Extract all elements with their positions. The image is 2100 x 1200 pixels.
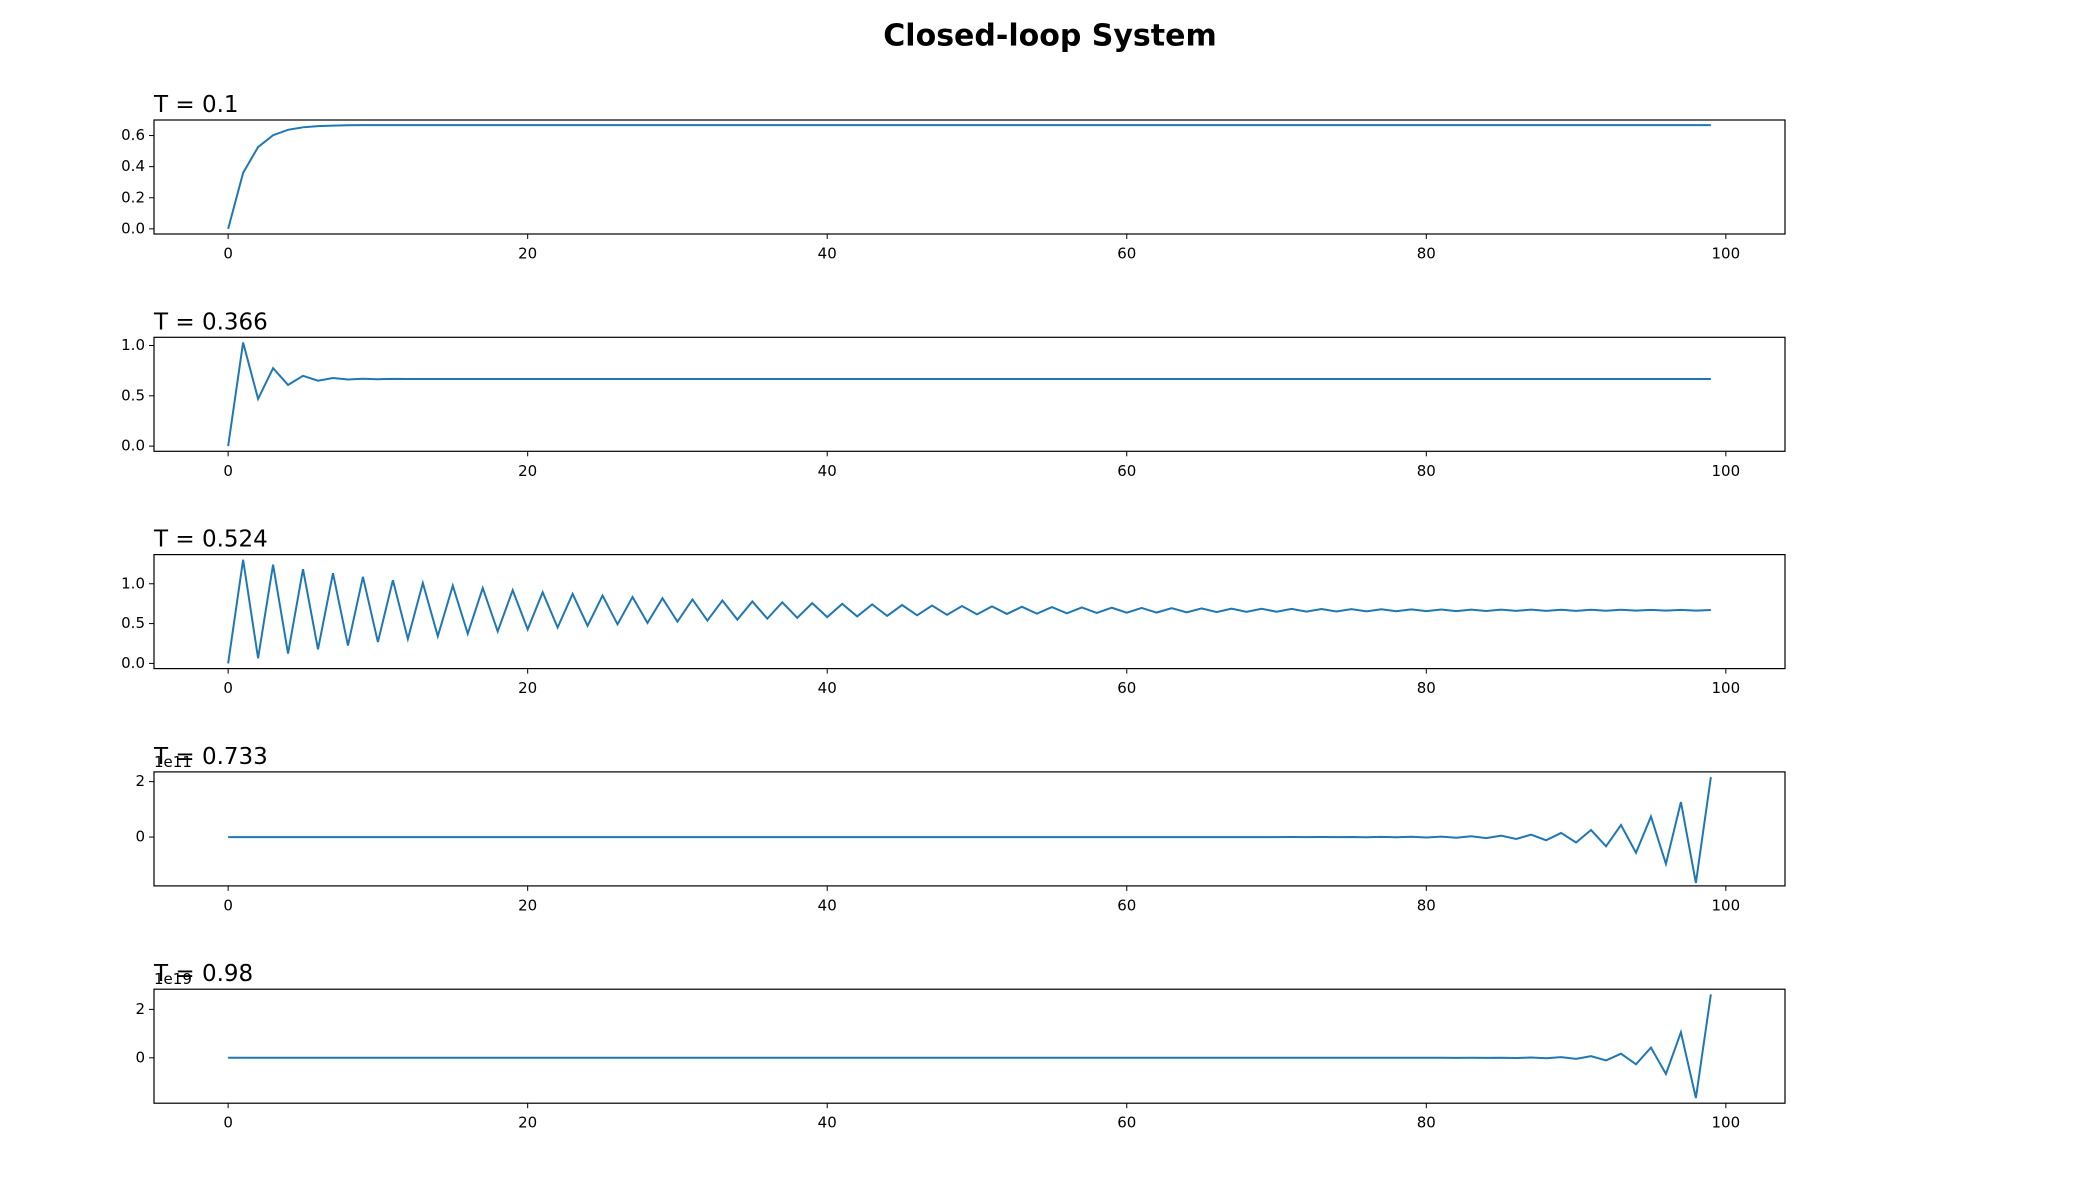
y-tick-label: 2 <box>135 1000 145 1018</box>
y-tick-label: 0.2 <box>121 188 145 206</box>
y-tick-label: 0.6 <box>121 126 145 144</box>
subplot-title: T = 0.1 <box>153 92 239 118</box>
y-tick-label: 0.4 <box>121 157 145 175</box>
x-tick-label: 0 <box>223 679 233 697</box>
x-tick-label: 40 <box>818 245 837 263</box>
x-tick-label: 40 <box>818 679 837 697</box>
y-tick-label: 0.0 <box>121 437 145 455</box>
axes-frame <box>153 771 1786 887</box>
x-tick-label: 100 <box>1712 462 1741 480</box>
subplot-title: T = 0.524 <box>153 527 268 553</box>
axes-frame <box>153 553 1786 670</box>
x-tick-label: 0 <box>223 896 233 914</box>
x-tick-label: 100 <box>1712 896 1741 914</box>
x-tick-label: 20 <box>518 679 537 697</box>
x-tick-label: 20 <box>518 1114 537 1132</box>
x-tick-label: 0 <box>223 1114 233 1132</box>
x-tick-label: 20 <box>518 896 537 914</box>
y-tick-label: 0.0 <box>121 219 145 237</box>
y-tick-label: 0 <box>135 828 145 846</box>
y-tick-label: 1.0 <box>121 336 145 354</box>
line-series <box>228 777 1712 884</box>
x-tick-label: 0 <box>223 245 233 263</box>
x-tick-label: 40 <box>818 1114 837 1132</box>
y-tick-label: 0.5 <box>121 614 145 632</box>
x-tick-label: 20 <box>518 462 537 480</box>
x-tick-label: 0 <box>223 462 233 480</box>
offset-label: 1e11 <box>154 753 192 771</box>
y-tick-label: 0 <box>135 1048 145 1066</box>
y-tick-label: 2 <box>135 772 145 790</box>
axes-frame <box>153 988 1786 1104</box>
x-tick-label: 60 <box>1117 462 1136 480</box>
y-tick-label: 0.5 <box>121 386 145 404</box>
y-tick-label: 1.0 <box>121 574 145 592</box>
x-tick-label: 80 <box>1417 1114 1436 1132</box>
x-tick-label: 60 <box>1117 1114 1136 1132</box>
y-tick-label: 0.0 <box>121 654 145 672</box>
x-tick-label: 60 <box>1117 896 1136 914</box>
x-tick-label: 100 <box>1712 245 1741 263</box>
line-series <box>227 559 1711 664</box>
x-tick-label: 80 <box>1417 679 1436 697</box>
subplot-title: T = 0.98 <box>153 961 253 987</box>
x-tick-label: 80 <box>1417 896 1436 914</box>
x-tick-label: 60 <box>1117 245 1136 263</box>
x-tick-label: 80 <box>1417 245 1436 263</box>
x-tick-label: 100 <box>1712 679 1741 697</box>
line-series <box>227 124 1711 230</box>
x-tick-label: 40 <box>818 896 837 914</box>
x-tick-label: 40 <box>818 462 837 480</box>
subplot-title: T = 0.366 <box>153 309 268 335</box>
figure-title: Closed-loop System <box>883 19 1216 54</box>
offset-label: 1e19 <box>154 970 192 988</box>
subplot-title: T = 0.733 <box>153 744 268 770</box>
x-tick-label: 20 <box>518 245 537 263</box>
x-tick-label: 80 <box>1417 462 1436 480</box>
line-series <box>227 342 1711 447</box>
axes-frame <box>153 336 1786 452</box>
axes-frame <box>153 119 1786 235</box>
x-tick-label: 60 <box>1117 679 1136 697</box>
line-series <box>228 994 1712 1099</box>
x-tick-label: 100 <box>1712 1114 1741 1132</box>
